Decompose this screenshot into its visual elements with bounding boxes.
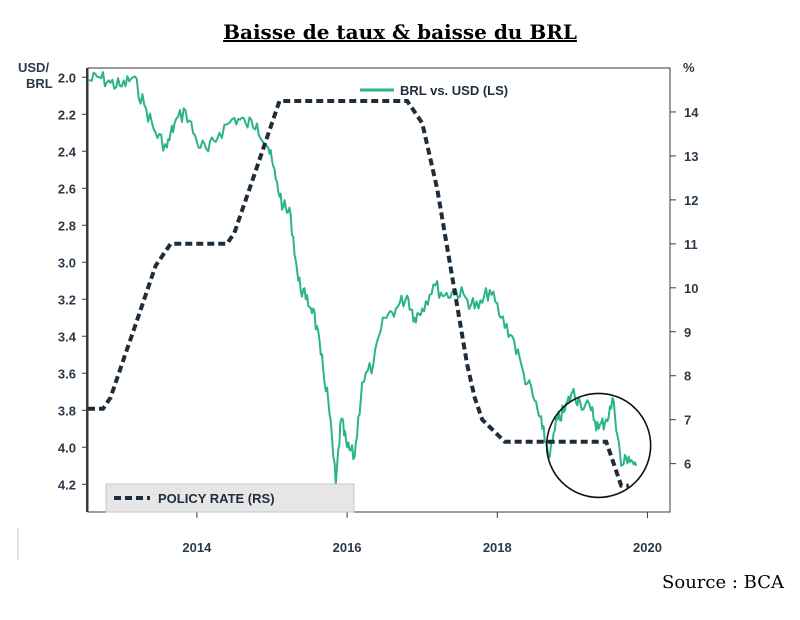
right-tick-label: 12 bbox=[684, 193, 698, 208]
left-tick-label: 2.2 bbox=[58, 107, 76, 122]
legend-top: BRL vs. USD (LS) bbox=[360, 83, 508, 98]
x-tick-label: 2020 bbox=[633, 540, 662, 555]
highlight-circle bbox=[545, 392, 652, 499]
source-note: Source : BCA bbox=[662, 572, 784, 593]
x-tick-label: 2014 bbox=[182, 540, 212, 555]
right-tick-label: 8 bbox=[684, 369, 691, 384]
right-tick-label: 10 bbox=[684, 281, 698, 296]
legend-bottom: POLICY RATE (RS) bbox=[105, 483, 355, 513]
left-tick-label: 2.0 bbox=[58, 70, 76, 85]
right-tick-label: 14 bbox=[684, 105, 699, 120]
left-tick-label: 2.8 bbox=[58, 218, 76, 233]
left-tick-label: 3.0 bbox=[58, 255, 76, 270]
policy-rate-line bbox=[88, 99, 629, 488]
right-tick-label: 7 bbox=[684, 413, 691, 428]
left-axis-ticks: 2.0 2.2 2.4 2.6 2.8 3.0 3.2 3.4 3.6 3.8 4.0 4.2 bbox=[58, 70, 88, 492]
x-axis-ticks: 2014 2016 2018 2020 bbox=[182, 512, 662, 555]
left-axis-line bbox=[86, 68, 88, 512]
right-axis-ticks: 6 7 8 9 10 11 12 13 14 bbox=[670, 105, 699, 472]
left-tick-label: 4.0 bbox=[58, 440, 76, 455]
left-axis-label-line2: BRL bbox=[26, 76, 53, 91]
left-tick-label: 2.6 bbox=[58, 181, 76, 196]
x-tick-label: 2018 bbox=[483, 540, 512, 555]
legend-brl-label: BRL vs. USD (LS) bbox=[400, 83, 508, 98]
left-tick-label: 3.2 bbox=[58, 292, 76, 307]
left-axis-label-line1: USD/ bbox=[18, 60, 49, 75]
left-tick-label: 3.4 bbox=[58, 329, 77, 344]
legend-policy-label: POLICY RATE (RS) bbox=[158, 491, 275, 506]
x-tick-label: 2016 bbox=[333, 540, 362, 555]
series-layer bbox=[87, 71, 638, 488]
right-tick-label: 11 bbox=[684, 237, 698, 252]
left-tick-label: 3.8 bbox=[58, 403, 76, 418]
left-tick-label: 3.6 bbox=[58, 366, 76, 381]
brl-usd-line bbox=[87, 71, 638, 486]
right-tick-label: 13 bbox=[684, 149, 698, 164]
left-tick-label: 4.2 bbox=[58, 477, 76, 492]
right-tick-label: 6 bbox=[684, 457, 691, 472]
chart-title: Baisse de taux & baisse du BRL bbox=[223, 20, 577, 44]
right-axis-label: % bbox=[683, 60, 695, 75]
left-tick-label: 2.4 bbox=[58, 144, 77, 159]
plot-frame bbox=[87, 67, 671, 513]
right-tick-label: 9 bbox=[684, 325, 691, 340]
